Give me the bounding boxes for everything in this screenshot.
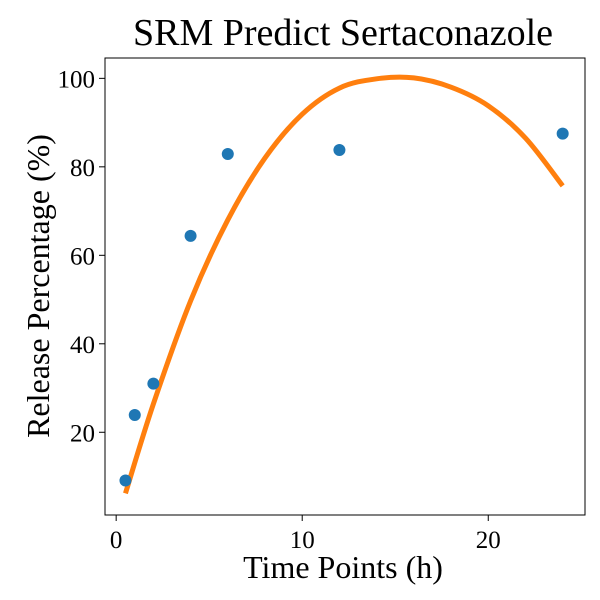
y-tick-label: 20 — [70, 420, 95, 447]
fitted-curve — [123, 74, 565, 495]
data-point — [333, 144, 346, 157]
x-tick-label: 20 — [476, 527, 501, 554]
y-tick-label: 40 — [70, 332, 95, 359]
data-point — [147, 377, 160, 390]
x-axis-ticks: 0 10 20 — [110, 515, 501, 554]
y-axis-ticks: 20 40 60 80 100 — [58, 66, 105, 447]
data-point — [184, 229, 197, 242]
x-axis-label: Time Points (h) — [243, 549, 443, 585]
x-tick-label: 10 — [290, 527, 315, 554]
y-tick-label: 60 — [70, 243, 95, 270]
y-tick-label: 100 — [58, 66, 96, 93]
data-point — [119, 474, 132, 487]
data-point — [221, 148, 234, 161]
data-point — [128, 409, 141, 422]
y-axis-label: Release Percentage (%) — [20, 134, 56, 438]
x-tick-label: 0 — [110, 527, 123, 554]
plot-frame — [104, 57, 586, 516]
y-tick-label: 80 — [70, 155, 95, 182]
axes — [104, 57, 586, 516]
plot-area — [119, 74, 569, 495]
data-point — [556, 127, 569, 140]
chart-title: SRM Predict Sertaconazole — [133, 12, 553, 54]
